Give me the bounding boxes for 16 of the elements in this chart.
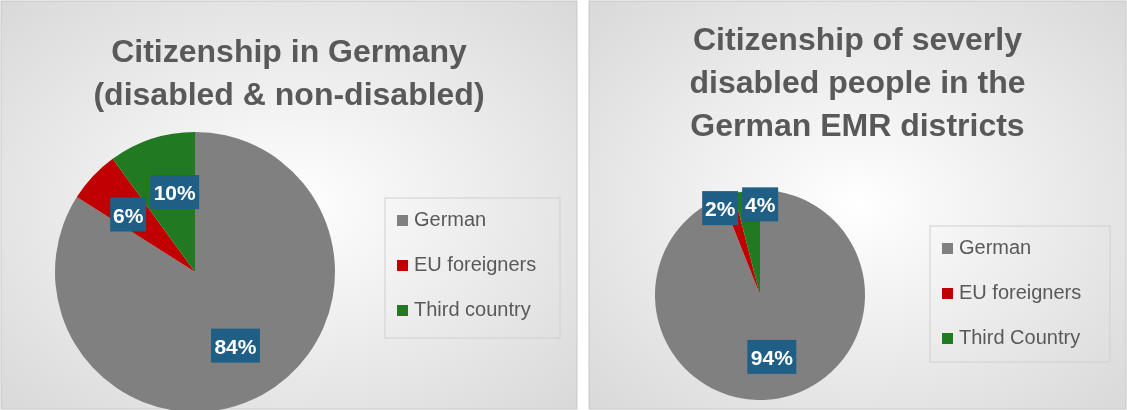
- legend-label: German: [414, 208, 487, 230]
- data-label: 2%: [704, 197, 736, 221]
- data-label: 10%: [153, 181, 196, 205]
- pie-slice: [55, 132, 335, 410]
- chart-title: Citizenship of severly disabled people in the German EMR districts: [689, 21, 1026, 143]
- chart-title: Citizenship in Germany (disabled & non-disabled): [93, 33, 485, 112]
- legend-label: Third country: [414, 298, 531, 320]
- data-label: 6%: [112, 203, 144, 227]
- data-label: 84%: [214, 334, 257, 358]
- legend-label: Third Country: [959, 326, 1081, 348]
- data-label: 94%: [750, 345, 794, 369]
- legend-label: EU foreigners: [959, 281, 1082, 303]
- legend-label: German: [959, 236, 1032, 258]
- data-label: 4%: [744, 193, 776, 217]
- pie-slice: [655, 190, 865, 400]
- legend-label: EU foreigners: [414, 253, 537, 275]
